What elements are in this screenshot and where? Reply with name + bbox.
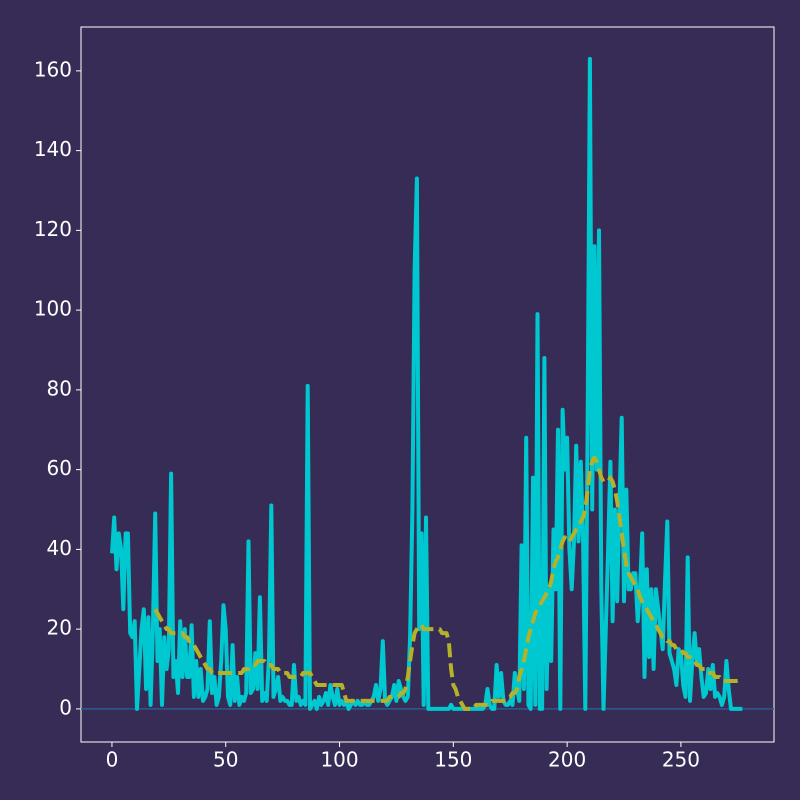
x-tick-label: 50 [213, 748, 238, 772]
x-tick-label: 250 [662, 748, 700, 772]
y-tick-label: 100 [34, 297, 72, 321]
y-tick-label: 80 [47, 376, 72, 400]
y-tick-label: 120 [34, 217, 72, 241]
y-tick-label: 0 [59, 695, 72, 719]
x-tick-label: 200 [548, 748, 586, 772]
x-tick-label: 150 [434, 748, 472, 772]
x-tick-label: 0 [106, 748, 119, 772]
y-tick-label: 140 [34, 137, 72, 161]
y-tick-label: 20 [47, 616, 72, 640]
y-tick-label: 60 [47, 456, 72, 480]
series-line [110, 56, 743, 711]
x-tick-label: 100 [320, 748, 358, 772]
y-tick-label: 160 [34, 57, 72, 81]
plot-frame [80, 26, 775, 743]
y-tick-label: 40 [47, 536, 72, 560]
